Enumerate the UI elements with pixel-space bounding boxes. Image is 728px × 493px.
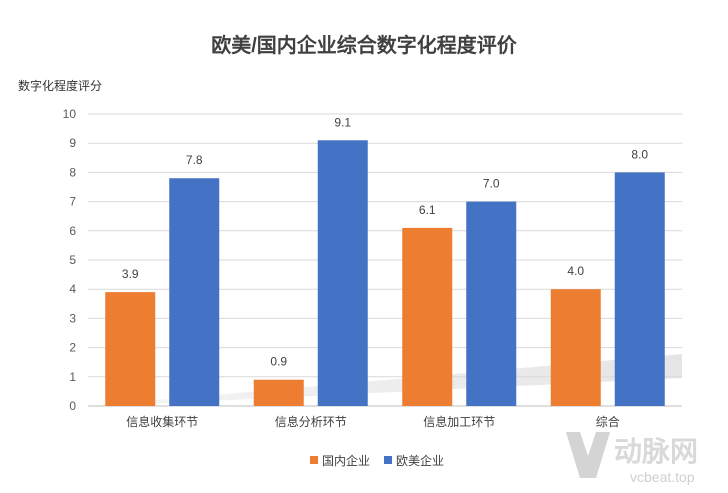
y-tick-label: 6: [69, 224, 76, 238]
y-tick-label: 0: [69, 399, 76, 413]
category-label: 综合: [596, 414, 620, 429]
y-axis-label: 数字化程度评分: [18, 78, 102, 93]
bar: [466, 201, 517, 406]
y-tick-label: 8: [69, 165, 76, 179]
data-label: 7.8: [186, 153, 203, 167]
bar: [105, 292, 156, 406]
y-tick-labels: 0 1 2 3 4 5 6 7 8 9 10: [63, 107, 77, 413]
y-tick-label: 5: [69, 253, 76, 267]
y-tick-label: 3: [69, 311, 76, 325]
category-label: 信息收集环节: [126, 414, 198, 429]
category-label: 信息加工环节: [423, 414, 495, 429]
data-label: 4.0: [567, 264, 584, 278]
data-label: 6.1: [419, 203, 436, 217]
diagonal-stripe: [88, 354, 682, 406]
legend-swatch: [310, 456, 318, 464]
data-labels: 3.9 7.8 0.9 9.1 6.1 7.0 4.0 8.0: [122, 115, 649, 368]
chart-title: 欧美/国内企业综合数字化程度评价: [211, 33, 518, 57]
diagonal-watermark-band: [88, 354, 682, 406]
bar: [402, 227, 453, 406]
y-tick-label: 7: [69, 195, 76, 209]
bars: [105, 140, 665, 406]
y-tick-label: 4: [69, 282, 76, 296]
y-tick-label: 10: [63, 107, 77, 121]
vcbeat-logo-icon: [566, 432, 610, 478]
data-label: 7.0: [483, 177, 500, 191]
legend-label: 欧美企业: [396, 453, 444, 468]
watermark-site: vcbeat.top: [630, 469, 695, 485]
y-tick-label: 9: [69, 136, 76, 150]
legend-swatch: [384, 456, 392, 464]
bar: [253, 379, 304, 406]
data-label: 0.9: [270, 355, 287, 369]
data-label: 3.9: [122, 267, 139, 281]
bar: [550, 289, 601, 406]
legend: 国内企业 欧美企业: [310, 453, 444, 468]
bar: [317, 140, 368, 406]
legend-label: 国内企业: [322, 453, 370, 468]
category-label: 信息分析环节: [275, 414, 347, 429]
bar: [169, 178, 220, 406]
vcbeat-watermark: 动脉网 vcbeat.top: [566, 432, 698, 485]
y-tick-label: 2: [69, 341, 76, 355]
y-tick-label: 1: [69, 370, 76, 384]
data-label: 8.0: [631, 147, 648, 161]
category-labels: 信息收集环节 信息分析环节 信息加工环节 综合: [126, 414, 620, 429]
bar: [614, 172, 665, 406]
watermark-brand: 动脉网: [614, 436, 698, 467]
data-label: 9.1: [334, 115, 351, 129]
